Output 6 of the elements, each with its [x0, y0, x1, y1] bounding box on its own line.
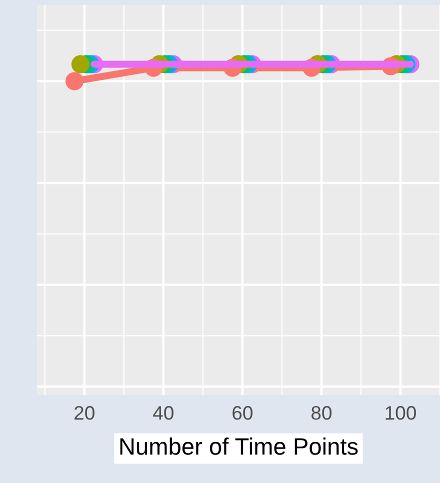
x-axis-title: Number of Time Points — [120, 438, 358, 455]
x-tick-label: 100 — [386, 406, 416, 420]
x-tick-label: 80 — [311, 406, 332, 420]
x-tick-label: 40 — [153, 406, 174, 420]
x-tick-label: 60 — [232, 406, 252, 420]
x-tick-label: 20 — [74, 406, 94, 420]
